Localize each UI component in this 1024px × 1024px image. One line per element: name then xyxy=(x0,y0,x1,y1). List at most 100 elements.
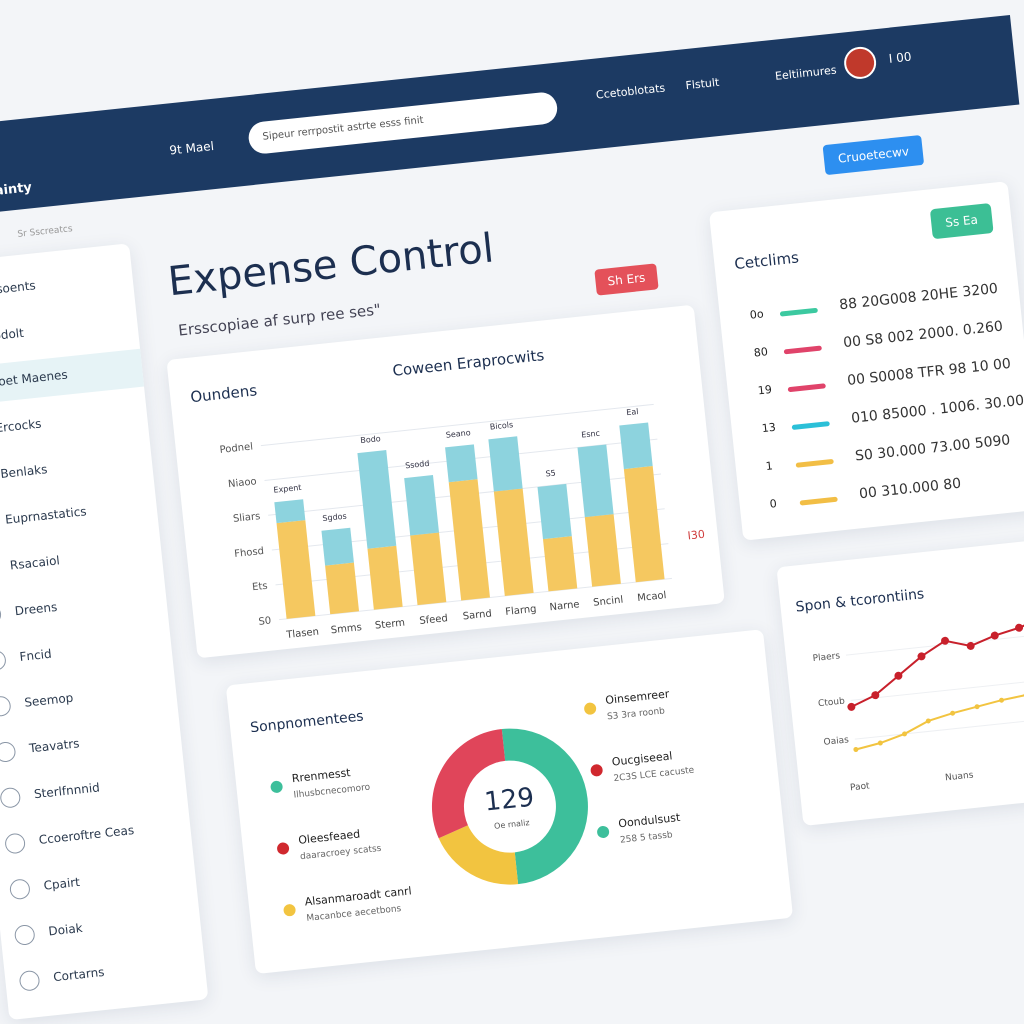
bar-annotation: S5 xyxy=(545,468,556,478)
y-tick-label: Ets xyxy=(252,581,269,594)
sidebar-label: Benlaks xyxy=(0,462,48,481)
sidebar-icon xyxy=(0,695,12,718)
y-tick-label: Plaers xyxy=(812,651,841,664)
bar-annotation: Sgdos xyxy=(322,512,347,523)
bar-annotation: Seano xyxy=(445,428,471,440)
panel-title: Spon & tcorontiins xyxy=(795,586,925,615)
row-line xyxy=(783,345,822,355)
bar-segment xyxy=(404,475,440,536)
donut-segment xyxy=(501,728,588,885)
action-button[interactable]: Cruoetecwv xyxy=(822,134,925,176)
line-point xyxy=(902,731,908,737)
bar-annotation: Expent xyxy=(273,483,302,495)
panel-title: Sonpnomentees xyxy=(250,708,365,736)
line-point xyxy=(877,740,883,746)
bar-segment xyxy=(321,527,354,566)
y-tick-label: Oaias xyxy=(823,735,850,748)
line-point xyxy=(847,702,856,711)
y-tick-label: Ctoub xyxy=(818,696,846,709)
x-tick-label: Narne xyxy=(549,599,580,613)
row-text: 88 20G008 20HE 3200 xyxy=(838,280,999,314)
bar-segment xyxy=(619,422,653,470)
bar-annotation: Bicols xyxy=(489,420,513,431)
row-line xyxy=(795,458,834,468)
row-text: 00 S0008 TFR 98 10 00 xyxy=(846,355,1012,389)
bar-segment xyxy=(493,488,534,596)
line-point xyxy=(941,636,950,645)
search-label: 9t Mael xyxy=(168,138,215,158)
nav-link[interactable]: Ccetoblotats xyxy=(595,81,666,102)
y-tick-label: Niaoo xyxy=(228,476,258,490)
page-title: Expense Control xyxy=(165,225,496,306)
row-text: S0 30.000 73.00 5090 xyxy=(854,432,1012,465)
line-panel: Spon & tcorontiins Oaias Ctoub Plaers Paot Nu… xyxy=(776,537,1024,826)
badge[interactable]: Sh Ers xyxy=(594,263,659,296)
x-tick-label: Mcaol xyxy=(637,590,667,604)
legend-title: Oinsemreer xyxy=(605,687,671,707)
y-tick-label: Podnel xyxy=(219,441,253,455)
sidebar-label: Dreens xyxy=(14,599,58,619)
page-subtitle: Ersscopiae af surp ree ses" xyxy=(177,300,382,340)
center-value: 129 xyxy=(483,783,536,818)
sidebar-label: Sodolt xyxy=(0,325,25,344)
bar-segment xyxy=(276,520,316,619)
line-series xyxy=(855,673,1024,751)
x-tick-label: Sfeed xyxy=(419,613,449,627)
line-point xyxy=(871,691,880,700)
bar-panel: Oundens Coween Eraprocwits I30 S0 Ets Fhosd Sl… xyxy=(166,304,725,659)
y-tick-label: S0 xyxy=(258,616,272,628)
avatar[interactable] xyxy=(842,45,878,81)
sidebar-label: Ccoeroftre Ceas xyxy=(38,823,135,847)
legend-detail: Macanbce aecetbons xyxy=(306,904,402,924)
nav-link[interactable]: Flstult xyxy=(684,75,720,93)
sidebar-icon xyxy=(4,832,27,855)
bar-segment xyxy=(584,514,621,587)
sidebar-icon xyxy=(0,786,22,809)
row-line xyxy=(799,496,838,506)
line-point xyxy=(917,652,926,661)
bar-segment xyxy=(537,483,572,540)
line-point xyxy=(853,747,859,753)
x-tick-label: Paot xyxy=(850,781,871,793)
legend-detail: 258 5 tassb xyxy=(620,830,674,845)
brand: ort odsainty xyxy=(0,180,33,204)
line-point xyxy=(990,631,999,640)
legend-title: Rrenmesst xyxy=(291,766,352,785)
bar-annotation: Esnc xyxy=(581,429,601,440)
x-tick-label: Smms xyxy=(330,622,362,636)
line-point xyxy=(925,718,931,724)
row-key: 80 xyxy=(753,345,769,360)
bar-segment xyxy=(623,466,665,583)
line-point xyxy=(966,641,975,650)
sidebar-label: Rsacaiol xyxy=(9,553,61,573)
badge[interactable]: Ss Ea xyxy=(929,203,994,240)
legend-dot xyxy=(584,702,597,715)
chart-svg: Oundens Coween Eraprocwits I30 S0 Ets Fhosd Sl… xyxy=(189,346,706,641)
y-tick-label: Fhosd xyxy=(234,546,265,560)
bar-segment xyxy=(445,444,478,483)
row-text: 00 S8 002 2000. 0.260 xyxy=(842,318,1004,352)
bar-segment xyxy=(542,536,578,592)
bar-segment xyxy=(357,450,397,549)
top-bar: ort odsainty 9t Mael Sipeur rerrpostit ast… xyxy=(0,14,1020,220)
legend-title: Oleesfeaed xyxy=(298,827,361,846)
bar-segment xyxy=(488,436,523,492)
panel-title: Oundens xyxy=(189,381,258,406)
sidebar-label: Teavatrs xyxy=(28,736,81,756)
row-key: 19 xyxy=(757,382,773,398)
corner-label: I30 xyxy=(687,528,706,543)
search-box[interactable]: Sipeur rerrpostit astrte esss finit xyxy=(247,90,559,156)
x-tick-label: Sterm xyxy=(374,618,405,632)
legend-dot xyxy=(283,904,296,917)
legend-title: Oucgiseeal xyxy=(611,749,673,768)
nav-link[interactable]: Eeltiimures xyxy=(774,63,838,83)
legend-detail: 2C3S LCE cacuste xyxy=(613,766,695,784)
grid-line xyxy=(850,676,1024,701)
bar-annotation: Eal xyxy=(626,407,639,417)
bar-annotation: Ssodd xyxy=(405,459,430,470)
user-name: I 00 xyxy=(888,49,913,66)
bar-segment xyxy=(367,545,403,610)
sidebar-icon xyxy=(0,649,7,672)
row-text: 010 85000 . 1006. 30.00 xyxy=(850,392,1024,427)
